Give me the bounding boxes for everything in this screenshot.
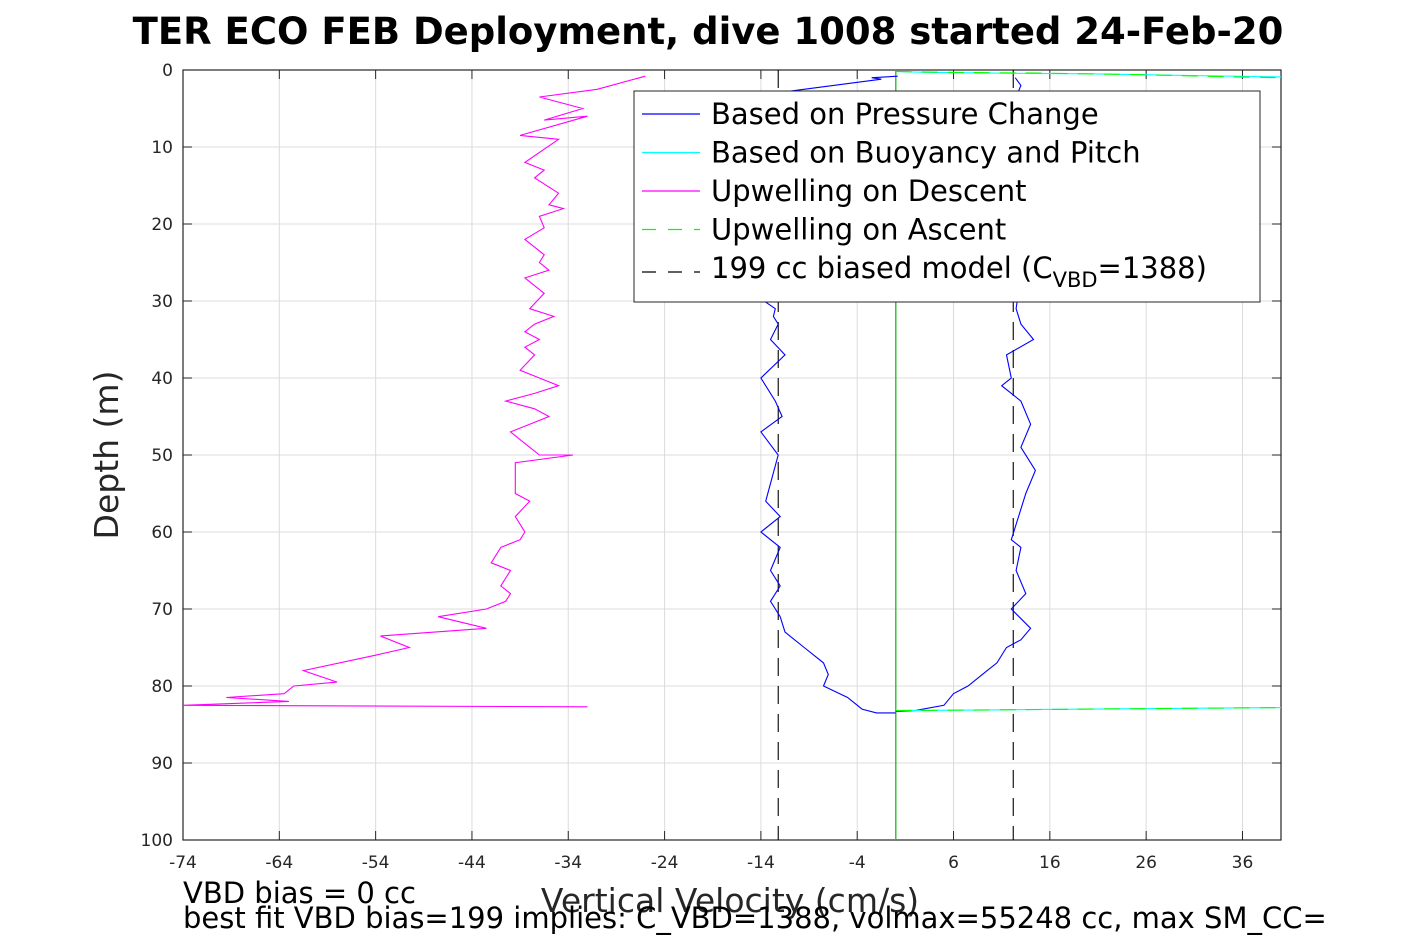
footer-best-fit: best fit VBD bias=199 implies: C_VBD=138… [183, 901, 1327, 935]
y-axis-label: Depth (m) [87, 371, 126, 540]
y-tick-label: 40 [151, 369, 173, 389]
series-line [182, 75, 646, 708]
x-tick-label: -44 [458, 853, 486, 873]
x-tick-labels: -74 -64 -54 -44 -34 -24 -14 -4 6 16 26 36 [169, 853, 1253, 873]
legend: Based on Pressure Change Based on Buoyanc… [633, 90, 1261, 303]
legend-label: Upwelling on Descent [711, 174, 1027, 208]
y-tick-label: 70 [151, 600, 173, 620]
x-tick-label: -14 [747, 853, 775, 873]
y-tick-label: 80 [151, 677, 173, 697]
y-tick-label: 30 [151, 292, 173, 312]
series-line [895, 77, 1037, 712]
x-tick-label: -64 [265, 853, 293, 873]
x-tick-label: -4 [849, 853, 866, 873]
x-tick-label: 16 [1039, 853, 1061, 873]
legend-label: Based on Pressure Change [711, 97, 1099, 131]
x-tick-label: -54 [362, 853, 390, 873]
legend-label-model: 199 cc biased model (CVBD=1388) [711, 251, 1207, 292]
x-tick-label: -74 [169, 853, 197, 873]
y-tick-label: 60 [151, 523, 173, 543]
series-line [895, 70, 1282, 79]
x-axis-label: Vertical Velocity (cm/s) [541, 881, 919, 920]
legend-label: Upwelling on Ascent [711, 213, 1006, 247]
series-line [895, 707, 1282, 712]
legend-box [633, 90, 1261, 303]
x-tick-label: 6 [948, 853, 959, 873]
y-tick-label: 100 [141, 831, 173, 851]
x-tick-label: 26 [1135, 853, 1157, 873]
x-tick-label: -34 [554, 853, 582, 873]
footer-vbd-bias: VBD bias = 0 cc [183, 876, 416, 910]
y-tick-label: 10 [151, 138, 173, 158]
y-tick-label: 90 [151, 754, 173, 774]
y-tick-label: 20 [151, 215, 173, 235]
y-tick-labels: 0 10 20 30 40 50 60 70 80 90 100 [141, 61, 173, 851]
x-tick-label: -24 [651, 853, 679, 873]
y-tick-label: 50 [151, 446, 173, 466]
y-tick-label: 0 [162, 61, 173, 81]
tick-marks [182, 69, 1281, 841]
x-tick-label: 36 [1232, 853, 1254, 873]
chart-title: TER ECO FEB Deployment, dive 1008 starte… [133, 10, 1284, 53]
legend-label: Based on Buoyancy and Pitch [711, 136, 1141, 170]
